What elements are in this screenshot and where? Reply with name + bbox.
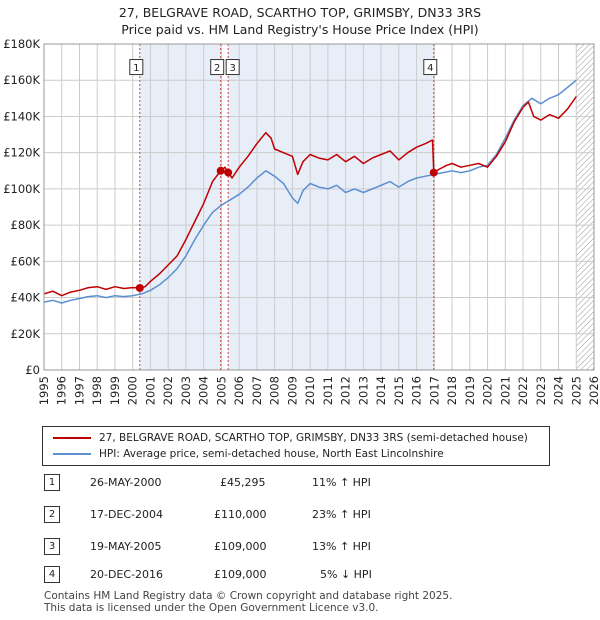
sale-date: 20-DEC-2016 [90,568,164,581]
y-tick-label: £100K [3,182,40,196]
y-tick-label: £0 [25,363,40,377]
sale-number: 3 [44,538,60,555]
x-tick-label: 2000 [126,376,140,405]
sale-hpi: 5% ↓ HPI [320,568,372,581]
sale-point [216,166,225,175]
sale-marker-label: 2 [214,63,220,74]
x-tick-label: 2019 [463,376,477,405]
x-tick-label: 1996 [55,376,69,405]
x-tick-label: 2015 [392,376,406,405]
forecast-hatch [576,44,594,370]
sale-marker-label: 3 [229,63,235,74]
sale-price: £45,295 [220,476,266,489]
y-tick-label: £60K [11,254,41,268]
x-tick-label: 2025 [569,376,583,405]
shaded-range [228,44,434,370]
sale-price: £109,000 [214,568,267,581]
x-tick-label: 2026 [587,376,600,405]
x-tick-label: 2012 [339,376,353,405]
sale-marker-box [423,59,438,76]
sale-point [224,168,233,177]
x-tick-label: 2023 [534,376,548,405]
chart-subtitle: Price paid vs. HM Land Registry's House … [121,22,479,37]
x-tick-label: 2007 [250,376,264,405]
x-tick-label: 2013 [356,376,370,405]
plot-frame [43,43,595,371]
hpi-series-line [43,79,577,304]
x-tick-label: 1995 [37,376,51,405]
y-tick-label: £80K [11,218,41,232]
x-tick-label: 1997 [72,376,86,405]
sale-number: 1 [44,474,60,491]
x-tick-label: 2002 [161,376,175,405]
x-tick-label: 2018 [445,376,459,405]
chart-title: 27, BELGRAVE ROAD, SCARTHO TOP, GRIMSBY,… [118,5,482,20]
legend: 27, BELGRAVE ROAD, SCARTHO TOP, GRIMSBY,… [42,426,550,466]
sale-date: 17-DEC-2004 [90,508,164,521]
x-tick-label: 2008 [268,376,282,405]
sale-price: £110,000 [214,508,267,521]
sale-marker-label: 1 [133,63,139,74]
y-tick-label: £160K [3,73,40,87]
x-tick-label: 2024 [552,376,566,405]
sale-hpi: 13% ↑ HPI [312,540,371,553]
x-tick-label: 2010 [303,376,317,405]
x-tick-label: 1998 [90,376,104,405]
legend-label-hpi: HPI: Average price, semi-detached house,… [99,448,444,460]
price-chart: £0 £20K £40K £60K £80K £100K £120K £140K £160K £1… [3,37,600,405]
sale-number: 4 [44,566,60,583]
sale-point [429,168,438,177]
sale-marker-box [225,59,240,76]
footer-copyright: Contains HM Land Registry data © Crown c… [44,590,453,602]
legend-swatch-property [53,437,91,439]
legend-label-property: 27, BELGRAVE ROAD, SCARTHO TOP, GRIMSBY,… [99,432,528,444]
x-tick-label: 2003 [179,376,193,405]
y-tick-label: £180K [3,37,40,51]
shaded-range [139,44,221,370]
sale-point [135,283,144,292]
legend-item-property: 27, BELGRAVE ROAD, SCARTHO TOP, GRIMSBY,… [53,431,528,445]
legend-item-hpi: HPI: Average price, semi-detached house,… [53,447,444,461]
y-tick-label: £40K [11,291,41,305]
y-tick-label: £120K [3,146,40,160]
x-tick-label: 2005 [214,376,228,405]
sale-number: 2 [44,506,60,523]
x-tick-label: 2001 [143,376,157,405]
sale-date: 19-MAY-2005 [90,540,162,553]
x-tick-label: 2006 [232,376,246,405]
footer-licence: This data is licensed under the Open Gov… [44,602,379,614]
legend-swatch-hpi [53,453,91,455]
x-tick-label: 2011 [321,376,335,405]
sale-marker-box [129,59,144,76]
x-tick-label: 2020 [481,376,495,405]
y-tick-label: £20K [11,327,41,341]
sale-hpi: 23% ↑ HPI [312,508,371,521]
sale-price: £109,000 [214,540,267,553]
x-tick-label: 2014 [374,376,388,405]
x-tick-label: 2004 [197,376,211,405]
x-tick-label: 2022 [516,376,530,405]
sale-hpi: 11% ↑ HPI [312,476,371,489]
x-tick-label: 2021 [498,376,512,405]
sale-marker-label: 4 [427,63,433,74]
x-tick-label: 1999 [108,376,122,405]
sale-date: 26-MAY-2000 [90,476,162,489]
sale-marker-box [210,59,225,76]
x-tick-label: 2009 [285,376,299,405]
x-tick-label: 2017 [427,376,441,405]
y-tick-label: £140K [3,109,40,123]
x-tick-label: 2016 [410,376,424,405]
